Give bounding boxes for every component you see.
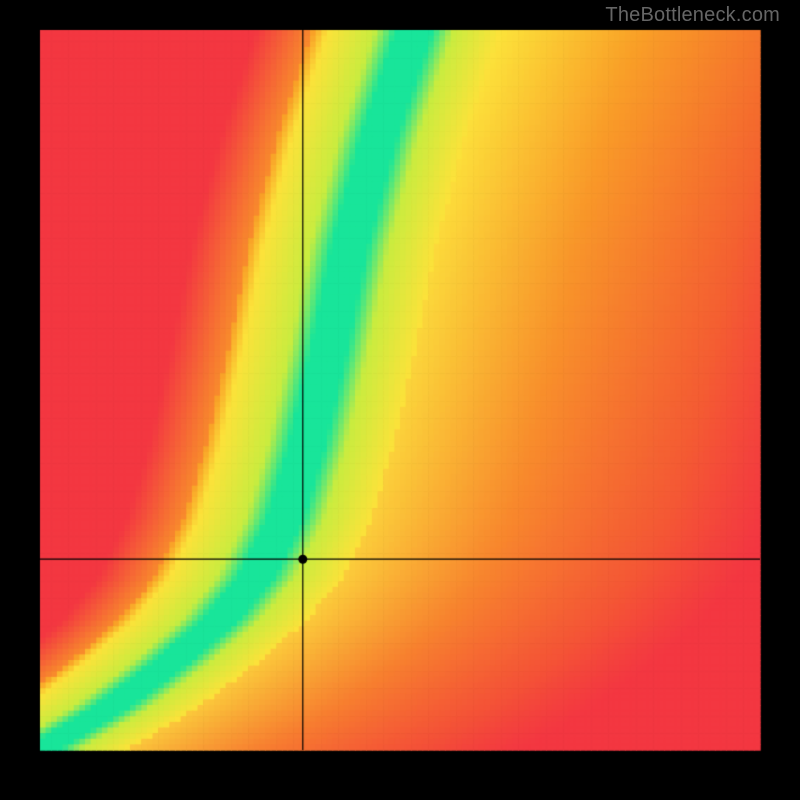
chart-container: TheBottleneck.com xyxy=(0,0,800,800)
watermark-text: TheBottleneck.com xyxy=(605,4,780,27)
bottleneck-heatmap xyxy=(0,0,800,800)
